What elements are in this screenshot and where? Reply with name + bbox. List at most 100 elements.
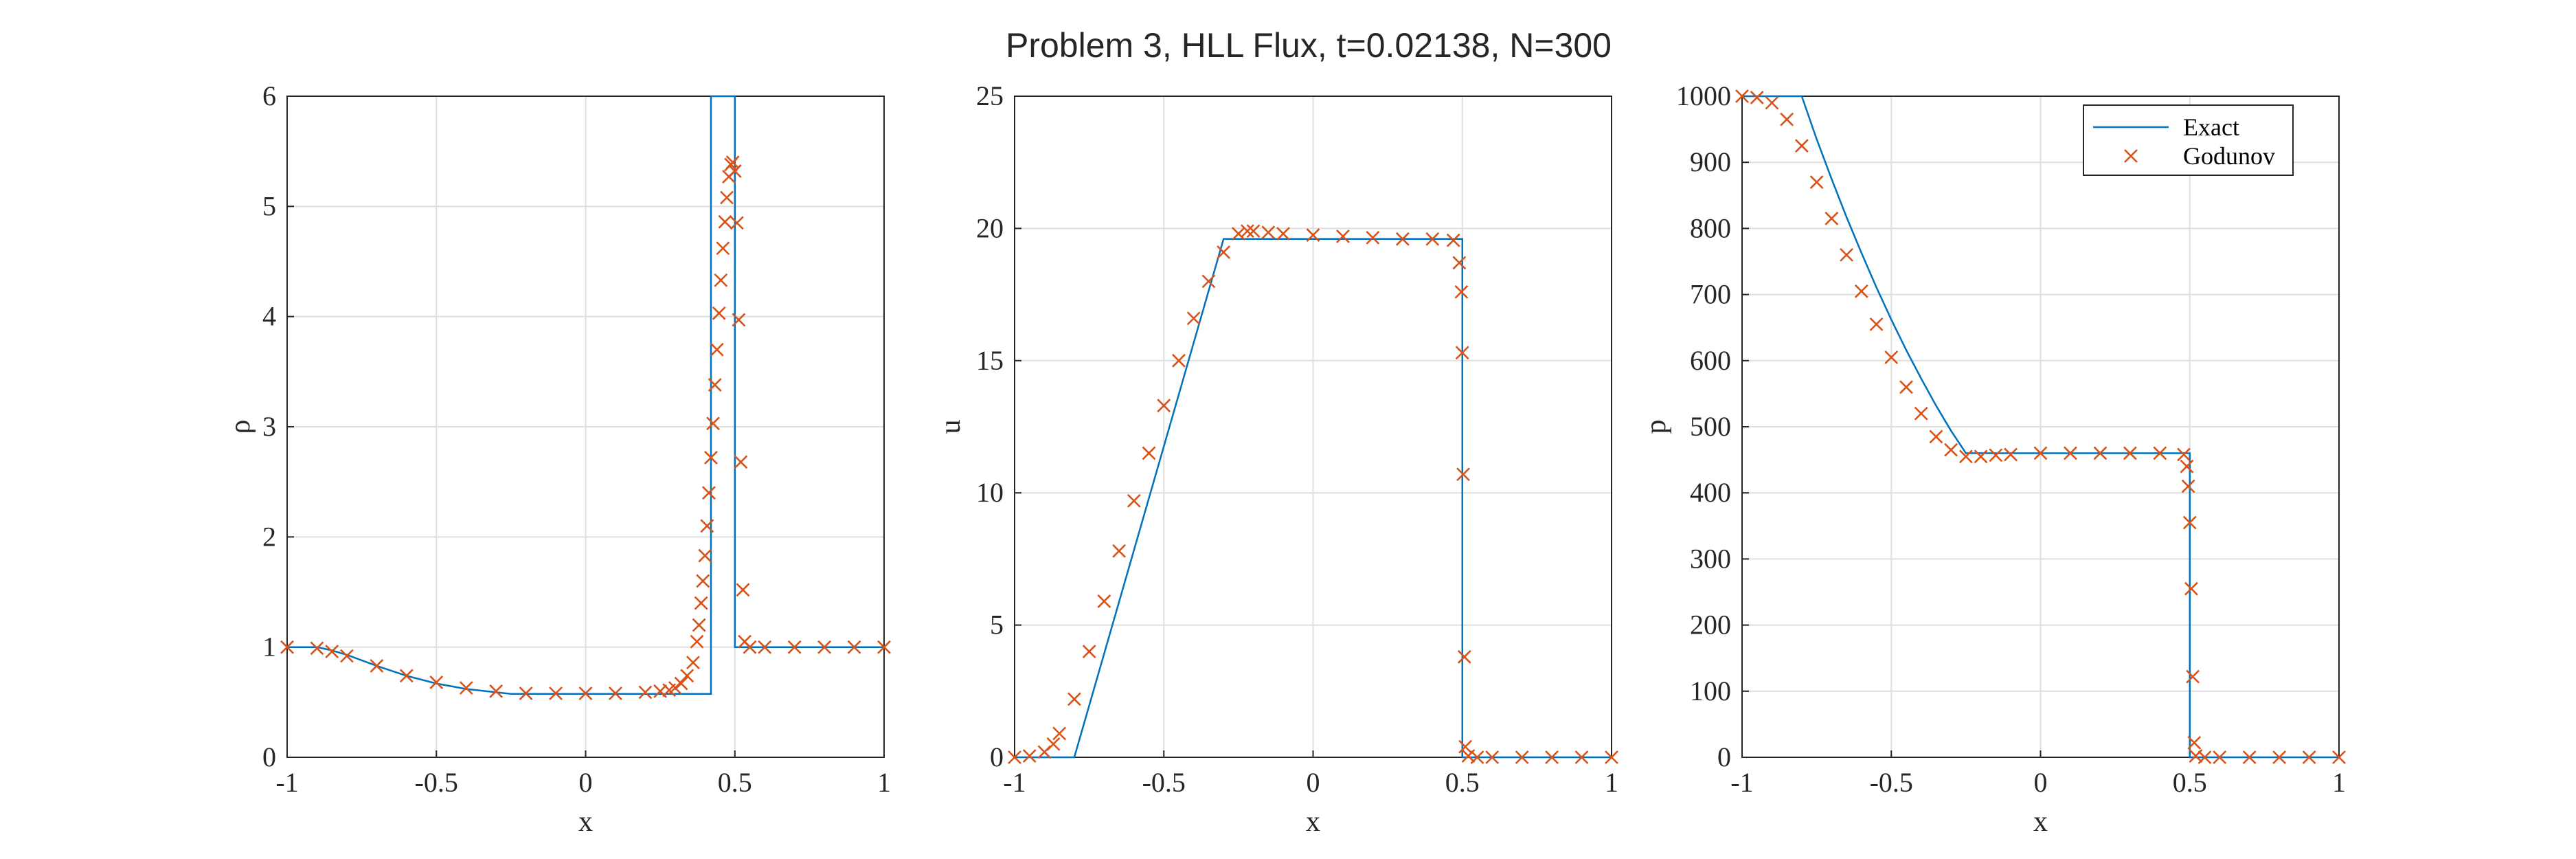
godunov-marker xyxy=(310,641,324,656)
godunov-marker xyxy=(1545,750,1559,764)
x-tick-label: -0.5 xyxy=(1142,767,1186,798)
godunov-marker xyxy=(694,596,708,610)
godunov-marker xyxy=(1067,692,1081,706)
series-exact-line xyxy=(1015,238,1612,759)
godunov-marker xyxy=(720,190,734,205)
godunov-marker xyxy=(2182,515,2197,530)
godunov-marker xyxy=(714,273,728,287)
godunov-marker xyxy=(459,681,473,695)
godunov-marker xyxy=(847,640,861,654)
y-tick-label: 6 xyxy=(262,80,276,111)
godunov-marker xyxy=(1840,247,1853,262)
y-tick-label: 200 xyxy=(1690,610,1731,640)
godunov-marker xyxy=(730,216,744,230)
godunov-marker xyxy=(1515,750,1529,764)
y-tick-label: 4 xyxy=(262,301,276,332)
godunov-marker xyxy=(1869,317,1884,331)
x-tick-label: 0.5 xyxy=(718,767,752,798)
godunov-marker xyxy=(2272,750,2287,764)
x-tick-label: 0 xyxy=(579,767,593,798)
godunov-marker xyxy=(668,681,682,695)
godunov-marker xyxy=(1261,225,1276,240)
godunov-marker xyxy=(727,164,742,178)
godunov-marker xyxy=(1157,399,1171,413)
godunov-marker xyxy=(1046,737,1061,751)
godunov-marker xyxy=(1780,112,1794,126)
godunov-marker xyxy=(325,645,339,658)
godunov-marker xyxy=(817,640,832,654)
godunov-marker xyxy=(1457,649,1471,664)
y-tick-label: 400 xyxy=(1690,477,1731,508)
godunov-marker xyxy=(1456,467,1470,482)
y-axis-label: u xyxy=(935,420,967,434)
godunov-marker xyxy=(758,640,772,654)
godunov-marker xyxy=(1809,175,1824,189)
godunov-marker xyxy=(1455,346,1469,360)
godunov-marker xyxy=(718,214,732,229)
godunov-marker xyxy=(2186,669,2200,684)
y-tick-label: 10 xyxy=(976,477,1004,508)
y-tick-label: 800 xyxy=(1690,212,1731,243)
godunov-marker xyxy=(1989,448,2003,462)
y-tick-label: 15 xyxy=(976,345,1004,376)
panel-3: -1 -0.5 0 0.5 1 0 100 200 300 400 500 600 700 800 900 1… xyxy=(1640,80,2346,838)
godunov-marker xyxy=(1958,449,1973,464)
godunov-marker xyxy=(370,659,384,673)
axes-frame xyxy=(286,96,885,758)
godunov-marker xyxy=(736,583,750,597)
godunov-marker xyxy=(2004,447,2018,462)
x-tick-label: 1 xyxy=(877,767,891,798)
y-tick-label: 1 xyxy=(262,632,276,662)
godunov-marker xyxy=(716,241,730,256)
godunov-marker xyxy=(1574,750,1589,764)
series-godunov-markers xyxy=(1008,224,1618,764)
godunov-marker xyxy=(489,684,504,698)
godunov-marker xyxy=(674,676,688,691)
godunov-marker xyxy=(1454,285,1469,299)
godunov-marker xyxy=(1082,645,1096,658)
panel-1: -1 -0.5 0 0.5 1 0 1 2 3 4 5 6 x ρ xyxy=(225,80,891,838)
godunov-marker xyxy=(2064,446,2077,460)
godunov-marker xyxy=(1186,311,1201,326)
godunov-marker xyxy=(710,342,724,357)
godunov-marker xyxy=(638,685,653,700)
godunov-marker xyxy=(686,656,700,670)
godunov-marker xyxy=(1052,726,1067,741)
godunov-marker xyxy=(743,640,757,654)
x-tick-label: 0 xyxy=(1307,767,1320,798)
godunov-marker xyxy=(1470,750,1484,764)
godunov-marker xyxy=(519,687,533,700)
godunov-marker xyxy=(399,669,414,683)
godunov-marker xyxy=(1142,446,1156,460)
godunov-marker xyxy=(708,378,722,392)
godunov-marker xyxy=(700,519,714,533)
godunov-marker xyxy=(1276,227,1290,241)
godunov-marker xyxy=(692,618,706,632)
godunov-marker xyxy=(1231,227,1245,241)
y-tick-label: 2 xyxy=(262,521,276,552)
series-exact-line xyxy=(1742,95,2339,759)
godunov-marker xyxy=(1306,228,1320,242)
godunov-marker xyxy=(1366,230,1380,245)
godunov-marker xyxy=(706,416,720,431)
godunov-marker xyxy=(1794,139,1809,153)
godunov-marker xyxy=(2180,459,2194,473)
godunov-marker xyxy=(696,574,710,588)
godunov-marker xyxy=(1605,750,1618,764)
godunov-marker xyxy=(1884,350,1899,364)
godunov-marker xyxy=(549,687,563,700)
godunov-marker xyxy=(1425,232,1440,246)
godunov-marker xyxy=(1914,406,1928,421)
godunov-marker xyxy=(704,450,718,465)
godunov-marker xyxy=(2033,446,2048,460)
legend-box xyxy=(2083,104,2294,176)
series-godunov-markers xyxy=(280,155,891,700)
y-axis-label: ρ xyxy=(225,420,256,434)
y-tick-label: 25 xyxy=(976,80,1004,111)
godunov-marker xyxy=(1452,256,1467,270)
godunov-marker xyxy=(1172,353,1186,368)
godunov-marker xyxy=(1246,224,1261,238)
x-tick-label: -1 xyxy=(275,767,298,798)
y-tick-label: 5 xyxy=(262,190,276,221)
